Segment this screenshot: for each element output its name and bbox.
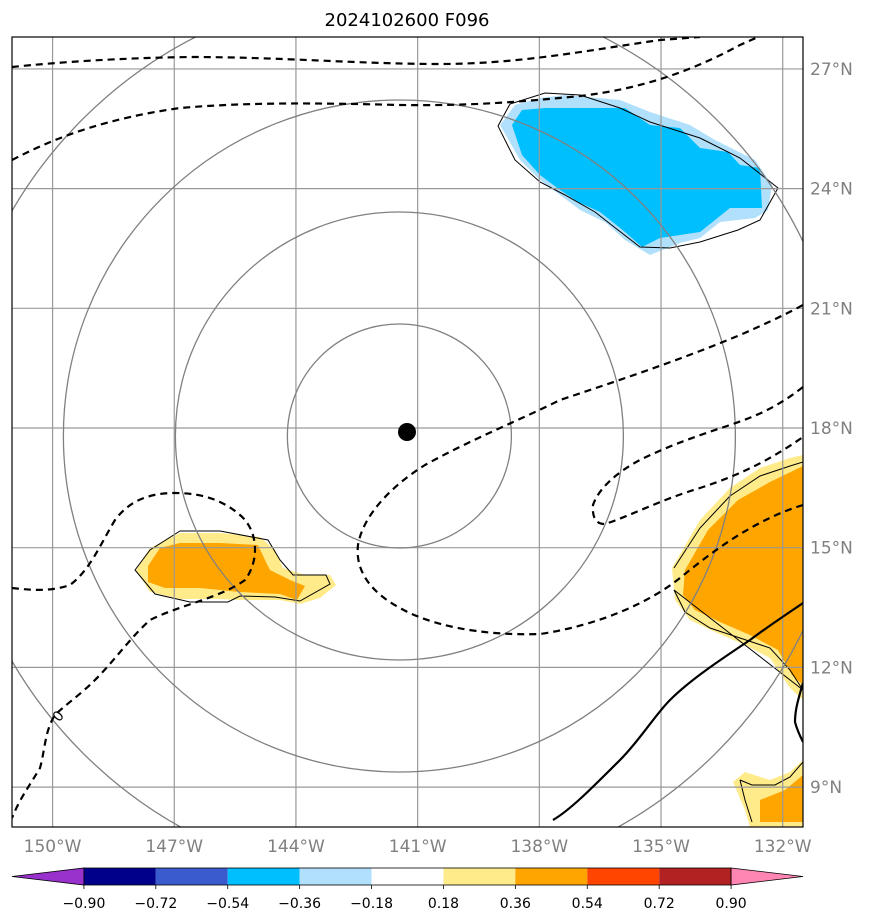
longitude-tick-label: 147°W [145, 837, 203, 857]
anomaly-fills [136, 95, 803, 827]
dashed-contour-north-2 [12, 37, 759, 161]
range-ring [286, 323, 513, 549]
negative-anomaly-inner [512, 108, 762, 247]
colorbar-segment [659, 868, 732, 885]
dashed-contours [12, 37, 803, 819]
positive-anomaly-east-outline [673, 461, 803, 691]
positive-anomaly-west-inner [148, 543, 305, 600]
colorbar-segment [227, 868, 300, 885]
colorbar-tick-label: 0.72 [644, 896, 675, 912]
colorbar-frame [83, 867, 732, 886]
solid-contour-southeast [552, 602, 803, 821]
longitude-tick-label: 141°W [389, 837, 447, 857]
dashed-contour-east [591, 386, 803, 526]
colorbar-segment [371, 868, 444, 885]
colorbar-tick-labels: −0.90 −0.72 −0.54 −0.36 −0.18 0.18 0.36 0.54 0.7… [62, 885, 747, 912]
storm-center-marker [398, 423, 416, 441]
colorbar-segment [299, 868, 372, 885]
solid-contour-east-edge [793, 682, 803, 743]
range-ring [62, 99, 737, 773]
colorbar-extend-max [730, 867, 804, 886]
colorbar-segment [83, 868, 156, 885]
solid-contours [552, 602, 803, 821]
colorbar-extend-min [11, 867, 85, 886]
colorbar-segment [587, 868, 660, 885]
range-rings [12, 37, 803, 827]
colorbar-tick-label: −0.90 [62, 896, 105, 912]
map-plot-area: 0 [12, 37, 803, 827]
dashed-contour-north-1 [12, 37, 701, 69]
latitude-tick-label: 15°N [810, 539, 853, 559]
map-frame [11, 36, 804, 828]
latitude-tick-label: 24°N [810, 180, 853, 200]
map-gridlines [12, 37, 803, 827]
longitude-tick-label: 138°W [510, 837, 568, 857]
positive-anomaly-west-outline [134, 530, 331, 603]
latitude-tick-label: 12°N [810, 658, 853, 678]
longitude-tick-label: 132°W [754, 837, 812, 857]
colorbar [11, 867, 804, 886]
latitude-tick-label: 27°N [810, 60, 853, 80]
colorbar-tick-label: 0.36 [500, 896, 531, 912]
colorbar-tick-label: −0.72 [134, 896, 177, 912]
negative-anomaly-outline [497, 92, 779, 249]
colorbar-segment [443, 868, 516, 885]
colorbar-segment [155, 868, 228, 885]
longitude-tick-label: 135°W [632, 837, 690, 857]
longitude-tick-label: 150°W [24, 837, 82, 857]
colorbar-tick-label: −0.54 [206, 896, 249, 912]
colorbar-tick-label: −0.36 [278, 896, 321, 912]
colorbar-tick-label: 0.18 [428, 896, 459, 912]
colorbar-tick-label: 0.90 [716, 896, 747, 912]
colorbar-tick-label: 0.54 [572, 896, 603, 912]
dashed-contour-center [356, 304, 803, 636]
latitude-tick-label: 18°N [810, 419, 853, 439]
figure-title: 2024102600 F096 [325, 10, 490, 31]
latitude-tick-label: 9°N [810, 778, 842, 798]
positive-anomaly-east-inner [683, 466, 803, 685]
longitude-tick-labels: 150°W 147°W 144°W 141°W 138°W 135°W 132°W [24, 837, 812, 857]
dashed-contour-west [12, 491, 257, 819]
colorbar-segment [515, 868, 588, 885]
range-ring [174, 211, 625, 661]
latitude-tick-labels: 9°N 12°N 15°N 18°N 21°N 24°N 27°N [810, 60, 853, 798]
colorbar-tick-label: −0.18 [350, 896, 393, 912]
longitude-tick-label: 144°W [267, 837, 325, 857]
latitude-tick-label: 21°N [810, 299, 853, 319]
range-ring [12, 37, 803, 827]
